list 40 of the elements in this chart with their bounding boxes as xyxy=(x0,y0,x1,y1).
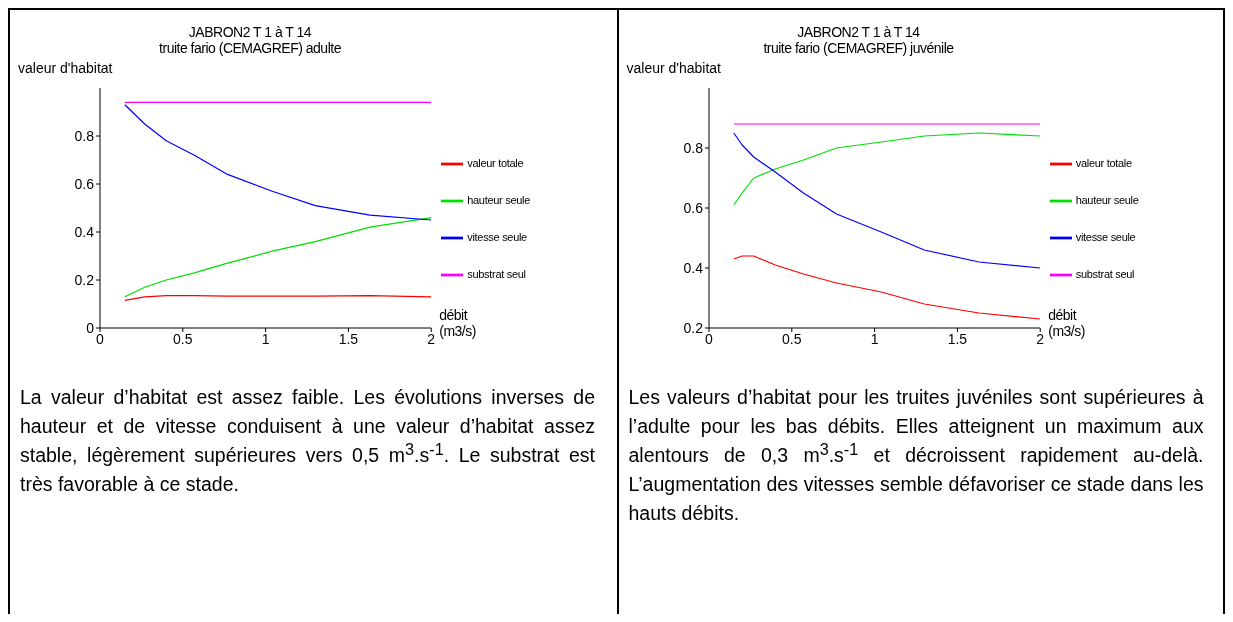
y-tick-label: 0.4 xyxy=(74,223,95,240)
y-tick-label: 0.8 xyxy=(683,139,703,156)
y-axis-title: valeur d'habitat xyxy=(18,60,114,76)
y-tick-label: 0.6 xyxy=(683,199,703,216)
x-tick-label: 1 xyxy=(261,330,270,347)
line-series xyxy=(732,132,1040,269)
chart-subtitle: truite fario (CEMAGREF) juvénile xyxy=(762,40,955,56)
chart-subtitle: truite fario (CEMAGREF) adulte xyxy=(158,40,342,56)
line-series xyxy=(732,255,1040,320)
chart-title: JABRON2 T 1 à T 14 xyxy=(187,24,313,40)
legend-label: hauteur seule xyxy=(467,193,530,206)
chart-title: JABRON2 T 1 à T 14 xyxy=(796,24,921,40)
text: La valeur d’habitat est assez faible. Les évolutions inverses de hauteur et de vitesse conduisent à une valeur d’habitat assez stable, légèrement supérieures vers 0,5 m$^{3}$.s$^{-1}$. Le substrat est très favorable à ce stade. xyxy=(20,386,595,495)
legend-label: substrat seul xyxy=(467,267,526,280)
y-tick-label: 0.8 xyxy=(74,127,95,144)
legend-label: valeur totale xyxy=(467,156,524,169)
x-tick-label: 2 xyxy=(427,330,436,347)
line-series xyxy=(732,132,1040,206)
text: Les valeurs d’habitat pour les truites juvéniles sont supérieures à l’adulte pour les bas débits. Elles atteignent un maximum aux alentours de 0,3 m$^{3}$.s$^{-1}$ et décroissent rapidement au-delà. L’augmentation des vitesses semble défavoriser ce stade dans les hauts débits. xyxy=(628,386,1204,524)
x-tick-label: 1.5 xyxy=(947,330,967,347)
line-series xyxy=(124,104,432,221)
y-axis-title: valeur d'habitat xyxy=(626,60,722,76)
legend-label: valeur totale xyxy=(1075,156,1132,169)
x-tick-label: 0.5 xyxy=(173,330,193,347)
y-tick-label: 0 xyxy=(86,319,95,336)
legend-label: substrat seul xyxy=(1075,267,1135,280)
legend-label: hauteur seule xyxy=(1075,193,1139,206)
y-tick-label: 0.2 xyxy=(683,319,703,336)
legend-label: vitesse seule xyxy=(467,230,527,243)
y-tick-label: 0.4 xyxy=(683,259,703,276)
legend-label: vitesse seule xyxy=(1075,230,1136,243)
line-series xyxy=(124,217,432,298)
x-axis-title: débit (m3/s) xyxy=(439,307,476,339)
x-tick-label: 0.5 xyxy=(781,330,802,347)
x-axis-title: débit (m3/s) xyxy=(1047,307,1085,339)
y-tick-label: 0.2 xyxy=(74,271,95,288)
x-tick-label: 1.5 xyxy=(338,330,359,347)
y-tick-label: 0.6 xyxy=(74,175,95,192)
x-tick-label: 2 xyxy=(1035,330,1044,347)
x-tick-label: 1 xyxy=(870,330,879,347)
